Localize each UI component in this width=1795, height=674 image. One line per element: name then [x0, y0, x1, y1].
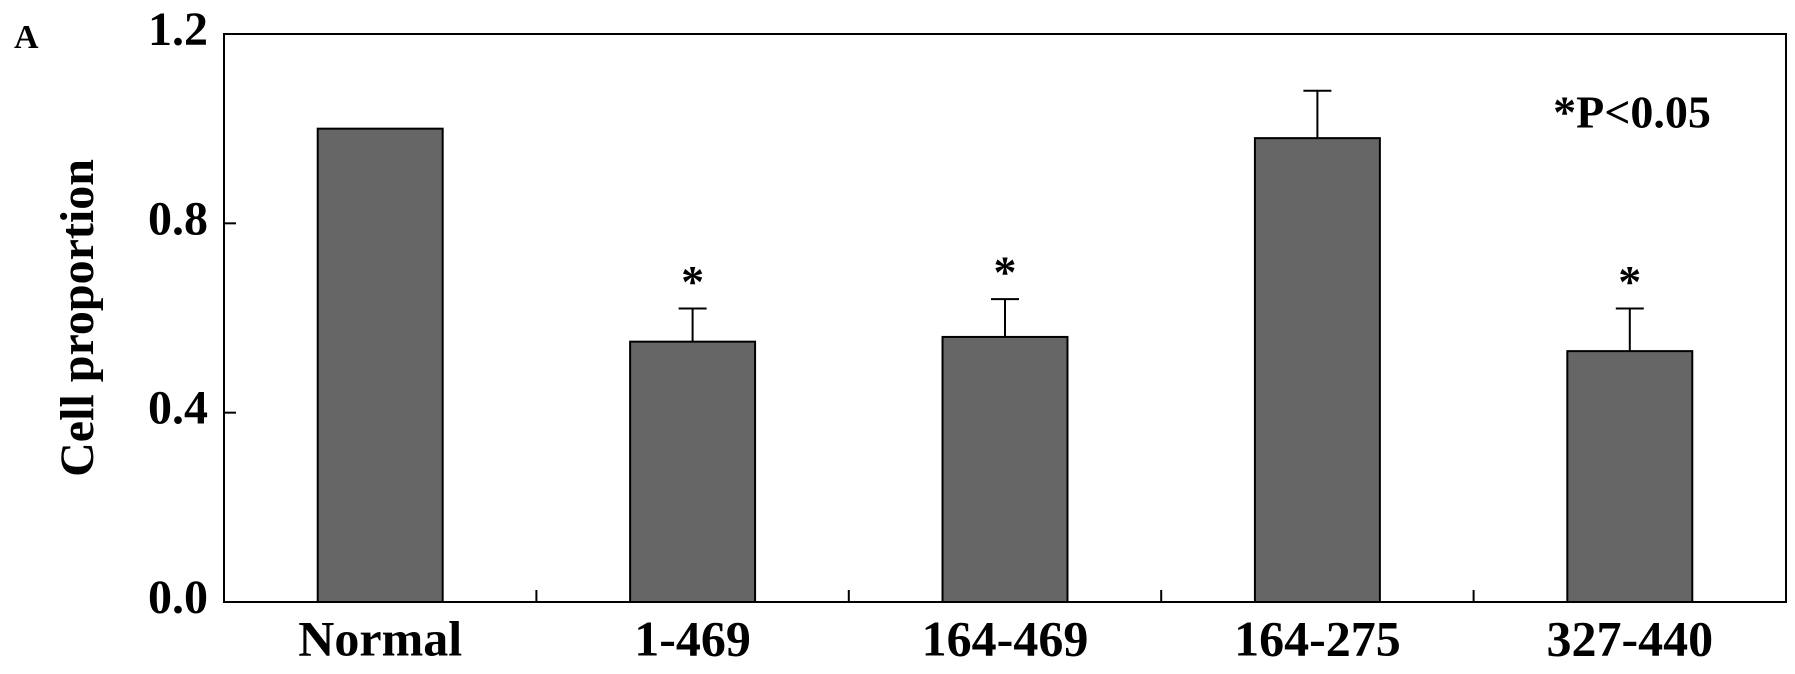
bar [316, 127, 444, 604]
error-bar [1615, 307, 1644, 352]
error-bar [678, 307, 707, 342]
significance-marker: * [681, 256, 704, 307]
x-tick-label: 164-275 [1234, 610, 1401, 666]
bar [1253, 137, 1381, 603]
y-tick-label: 0.0 [148, 571, 208, 624]
x-tick-label: Normal [298, 610, 462, 666]
y-tick-label: 0.4 [148, 382, 208, 435]
x-tick-label: 164-469 [922, 610, 1089, 666]
significance-marker: * [994, 247, 1017, 298]
x-tick-label: 1-469 [634, 610, 751, 666]
bar [1566, 350, 1694, 603]
panel-label: A [14, 19, 39, 56]
x-tick-label: 327-440 [1546, 610, 1713, 666]
significance-note: *P<0.05 [1553, 87, 1711, 138]
y-tick-label: 0.8 [148, 192, 208, 245]
bar [629, 340, 757, 603]
y-tick-label: 1.2 [148, 3, 208, 56]
error-bar [1303, 89, 1332, 139]
error-bar [991, 298, 1019, 337]
significance-marker: * [1618, 256, 1641, 307]
bar [941, 335, 1069, 603]
y-axis-label: Cell proportion [51, 159, 104, 477]
